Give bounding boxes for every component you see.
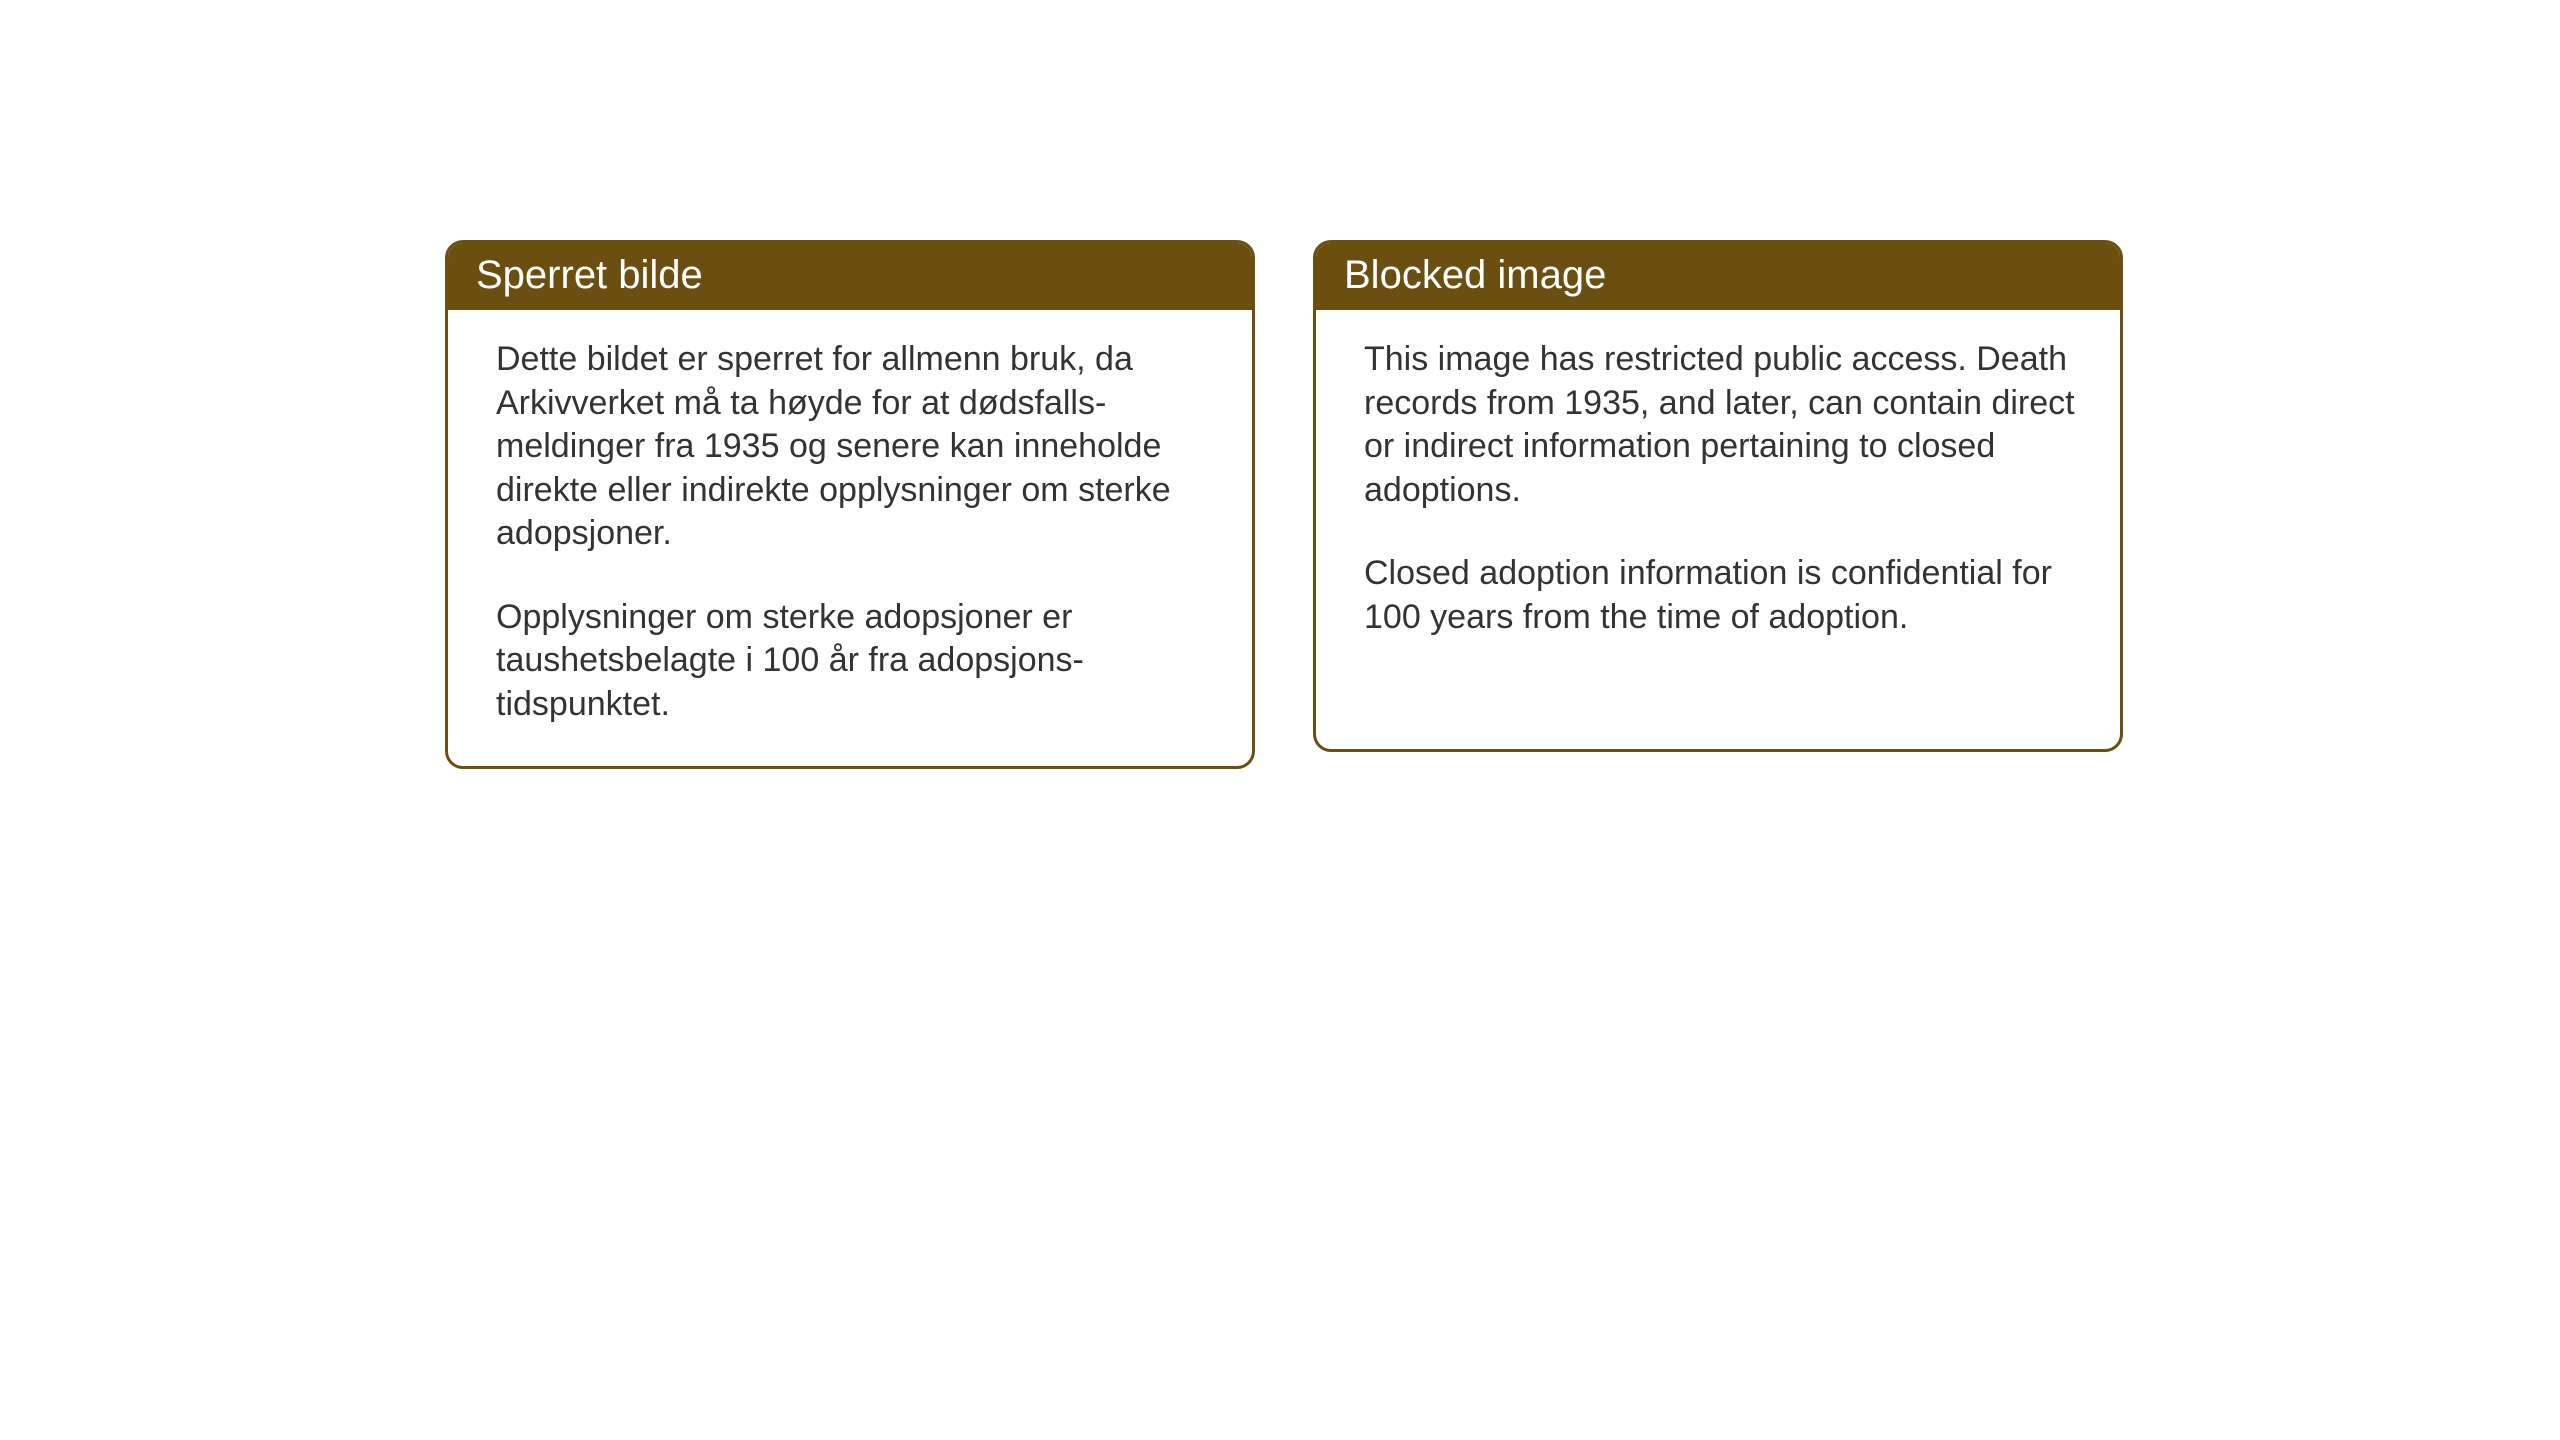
notice-container: Sperret bilde Dette bildet er sperret fo…	[445, 240, 2123, 769]
card-title-norwegian: Sperret bilde	[476, 253, 703, 297]
notice-card-norwegian: Sperret bilde Dette bildet er sperret fo…	[445, 240, 1255, 769]
card-header-norwegian: Sperret bilde	[448, 243, 1252, 310]
card-title-english: Blocked image	[1344, 253, 1606, 297]
notice-card-english: Blocked image This image has restricted …	[1313, 240, 2123, 752]
card-body-norwegian: Dette bildet er sperret for allmenn bruk…	[448, 310, 1252, 766]
paragraph-norwegian-2: Opplysninger om sterke adopsjoner er tau…	[496, 596, 1210, 727]
paragraph-english-2: Closed adoption information is confident…	[1364, 552, 2078, 639]
paragraph-norwegian-1: Dette bildet er sperret for allmenn bruk…	[496, 338, 1210, 556]
card-body-english: This image has restricted public access.…	[1316, 310, 2120, 679]
paragraph-english-1: This image has restricted public access.…	[1364, 338, 2078, 512]
card-header-english: Blocked image	[1316, 243, 2120, 310]
